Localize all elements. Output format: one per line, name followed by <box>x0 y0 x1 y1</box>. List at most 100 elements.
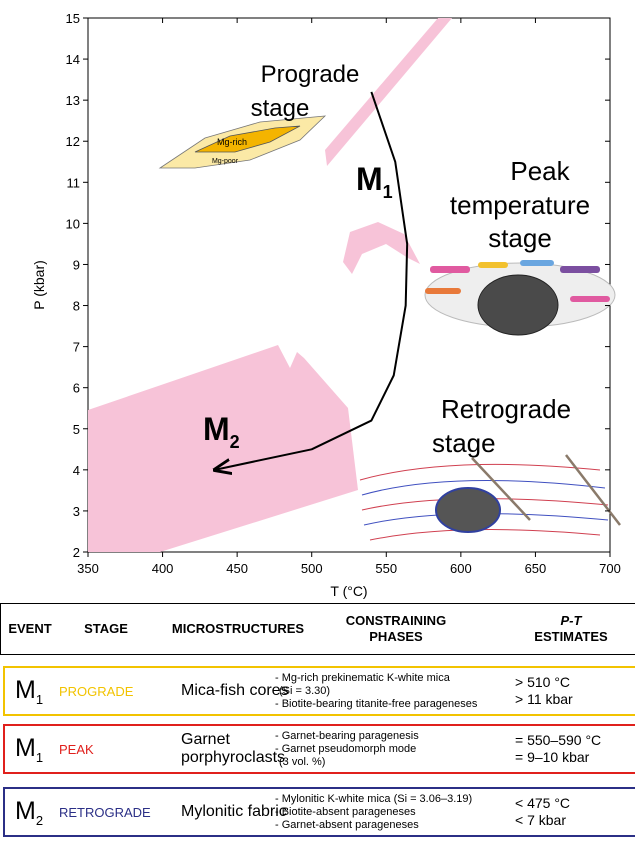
field-lower <box>88 345 358 552</box>
table-row: M2 RETROGRADE Mylonitic fabric - Mylonitic … <box>3 787 635 837</box>
foliation <box>361 479 606 496</box>
stage-cell: PEAK <box>59 726 94 772</box>
stage: PROGRADE <box>59 683 134 699</box>
stage-label: temperature <box>450 190 590 220</box>
estimate: < 7 kbar <box>515 812 566 828</box>
event-subscript: 2 <box>230 432 240 452</box>
event-subscript: 1 <box>35 749 44 765</box>
grain <box>425 288 461 294</box>
event-subscript: 1 <box>383 182 393 202</box>
header-text: PHASES <box>369 629 423 644</box>
stage-cell: RETROGRADE <box>59 789 151 835</box>
event: M2 <box>15 797 43 828</box>
x-tick-label: 400 <box>152 561 174 576</box>
phase: (3 vol. %) <box>279 755 326 768</box>
y-tick-label: 7 <box>73 340 80 355</box>
garnet <box>435 487 501 533</box>
microstructure: porphyroclasts <box>181 749 286 766</box>
event-cell: M1 <box>15 726 43 772</box>
x-tick-label: 550 <box>375 561 397 576</box>
y-tick-label: 4 <box>73 463 80 478</box>
microstructure: Mylonitic fabric <box>181 803 287 820</box>
header-text: ESTIMATES <box>534 629 608 644</box>
event-letter: M <box>15 733 36 762</box>
estimates-cell: > 510 °C > 11 kbar <box>515 668 573 714</box>
microstructure: Mica-fish cores <box>181 682 289 699</box>
stage-label: stage <box>251 95 310 122</box>
foliation <box>359 463 601 481</box>
estimate: > 11 kbar <box>515 691 573 707</box>
estimate: = 550–590 °C <box>515 732 602 748</box>
garnet <box>477 274 559 336</box>
event-label: M1 <box>356 161 393 202</box>
grain <box>478 262 508 268</box>
table-row: M1 PROGRADE Mica-fish cores - Mg-rich preki… <box>3 666 635 716</box>
estimates-cell: < 475 °C < 7 kbar <box>515 789 570 835</box>
stage-label: Peak <box>510 156 570 186</box>
chart: Mg-rich Mg-poor Prograde stage Peak temp… <box>31 11 621 599</box>
x-tick-label: 650 <box>525 561 547 576</box>
mica-label: Mg-poor <box>212 158 239 165</box>
x-tick-label: 700 <box>599 561 621 576</box>
phase: - Garnet-absent parageneses <box>275 818 419 831</box>
grain <box>430 266 470 273</box>
table-header: EVENT STAGE MICROSTRUCTURES CONSTRAINING PHA… <box>0 603 635 655</box>
x-tick-label: 350 <box>77 561 99 576</box>
y-tick-label: 10 <box>66 216 80 231</box>
event-letter: M <box>15 796 36 825</box>
phase: - Mg-rich prekinematic K-white mica <box>275 671 450 684</box>
header-text: P-T <box>560 613 582 628</box>
stage-cell: PROGRADE <box>59 668 133 714</box>
stage-label: stage <box>488 223 552 253</box>
estimate: < 475 °C <box>515 795 571 811</box>
phase: - Biotite-absent parageneses <box>275 805 416 818</box>
y-tick-label: 3 <box>73 504 80 519</box>
header-text: STAGE <box>84 621 128 636</box>
y-tick-label: 12 <box>66 134 80 149</box>
field-upper <box>325 18 452 166</box>
y-tick-label: 9 <box>73 257 80 272</box>
x-axis-label: T (°C) <box>330 583 367 599</box>
event-letter: M <box>203 411 230 447</box>
estimate: = 9–10 kbar <box>515 749 590 765</box>
x-tick-label: 450 <box>226 561 248 576</box>
event-label: M2 <box>203 411 240 452</box>
microstructure-cell: Mica-fish cores <box>181 668 289 714</box>
y-tick-label: 6 <box>73 381 80 396</box>
y-tick-label: 8 <box>73 299 80 314</box>
event: M1 <box>15 676 43 707</box>
event-subscript: 1 <box>35 691 44 707</box>
field-middle <box>343 222 420 274</box>
stage-label: stage <box>432 428 496 458</box>
header-text: EVENT <box>8 621 52 636</box>
mica-label: Mg-rich <box>217 137 247 147</box>
phases-cell: - Mg-rich prekinematic K-white mica (Si =… <box>275 668 477 714</box>
phase: - Garnet pseudomorph mode <box>275 742 417 755</box>
y-tick-label: 5 <box>73 422 80 437</box>
x-tick-label: 600 <box>450 561 472 576</box>
phase: (Si = 3.30) <box>279 684 331 697</box>
microstructure: Garnet <box>181 731 230 748</box>
y-tick-label: 2 <box>73 545 80 560</box>
microstructure-cell: Garnet porphyroclasts <box>181 726 285 772</box>
header-cell: EVENT <box>5 604 55 654</box>
header-cell: STAGE <box>69 604 143 654</box>
x-tick-label: 500 <box>301 561 323 576</box>
shear-band <box>471 457 531 521</box>
mica-fish: Mg-rich Mg-poor <box>158 115 327 169</box>
y-tick-label: 15 <box>66 11 80 26</box>
grain <box>520 260 554 266</box>
shear-band <box>565 454 621 526</box>
mylonite-illustration <box>359 454 621 541</box>
event-letter: M <box>356 161 383 197</box>
y-tick-label: 13 <box>66 93 80 108</box>
stage-label: Retrograde <box>441 394 571 424</box>
event-cell: M2 <box>15 789 43 835</box>
phase: - Mylonitic K-white mica (Si = 3.06–3.19… <box>275 792 473 805</box>
estimate: > 510 °C <box>515 674 571 690</box>
grain <box>570 296 610 302</box>
table-row: M1 PEAK Garnet porphyroclasts - Garnet-beari… <box>3 724 635 774</box>
header-text: CONSTRAINING <box>345 613 447 628</box>
stage-label: Prograde <box>261 61 360 88</box>
